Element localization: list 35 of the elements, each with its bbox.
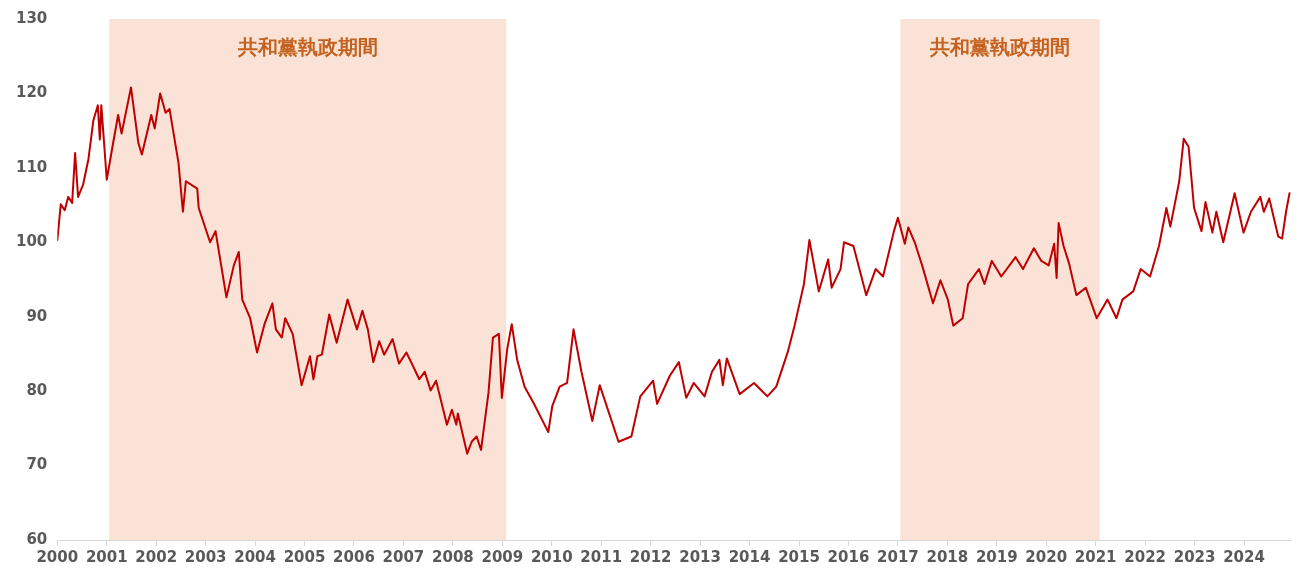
x-tick-label: 2002 [135, 547, 178, 566]
x-tick-label: 2017 [877, 547, 919, 566]
x-tick-label: 2023 [1173, 547, 1216, 566]
y-tick-label: 70 [26, 455, 48, 474]
x-tick-label: 2009 [481, 547, 524, 566]
x-tick-label: 2003 [184, 547, 227, 566]
x-tick-label: 2012 [629, 547, 672, 566]
x-tick-label: 2015 [778, 547, 820, 566]
band-label: 共和黨執政期間 [236, 35, 378, 60]
x-tick-label: 2018 [926, 547, 969, 566]
x-tick-label: 2014 [728, 547, 771, 566]
x-tick-label: 2001 [85, 547, 128, 566]
x-tick-label: 2022 [1124, 547, 1167, 566]
x-tick-label: 2010 [530, 547, 573, 566]
x-tick-label: 2008 [432, 547, 474, 566]
x-tick-label: 2020 [1025, 547, 1068, 566]
x-tick-label: 2021 [1074, 547, 1117, 566]
x-tick-label: 2007 [382, 547, 425, 566]
x-tick-label: 2019 [975, 547, 1018, 566]
x-tick-label: 2016 [827, 547, 870, 566]
y-tick-label: 100 [16, 232, 48, 251]
y-tick-label: 90 [26, 306, 48, 325]
y-tick-label: 60 [26, 529, 48, 548]
band-label: 共和黨執政期間 [929, 35, 1071, 60]
x-tick-label: 2005 [283, 547, 326, 566]
y-tick-label: 80 [26, 381, 48, 400]
x-tick-label: 2000 [36, 547, 79, 566]
y-tick-label: 120 [16, 83, 48, 102]
x-tick-label: 2006 [333, 547, 375, 566]
x-tick-label: 2011 [580, 547, 623, 566]
y-tick-label: 130 [16, 8, 48, 27]
x-tick-label: 2004 [234, 547, 276, 566]
x-tick-label: 2013 [679, 547, 721, 566]
y-tick-label: 110 [16, 157, 48, 176]
x-tick-label: 2024 [1223, 547, 1265, 566]
